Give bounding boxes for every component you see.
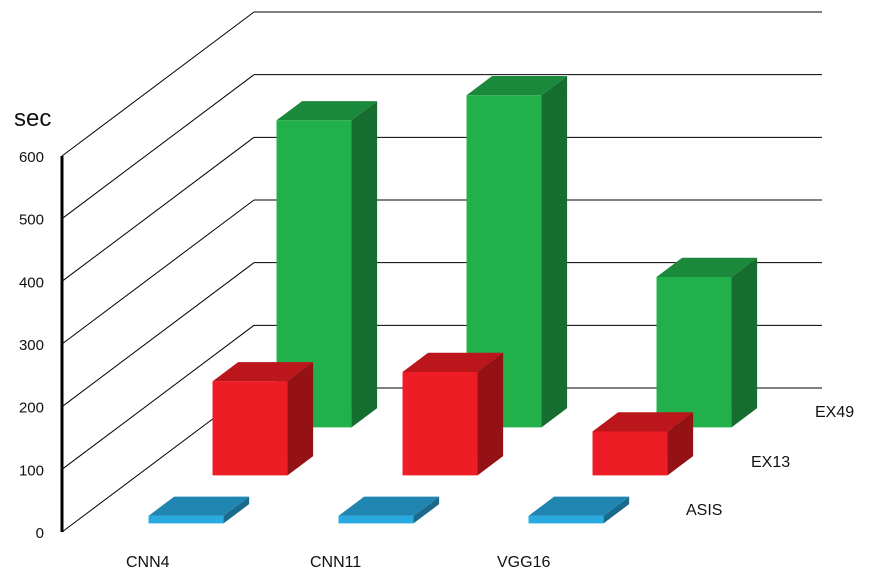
bar-front-face: [212, 381, 288, 476]
y-axis-unit-label: sec: [14, 105, 51, 132]
bar-top-face: [528, 496, 630, 516]
bar-side-face: [603, 496, 630, 524]
bar-ex13-cnn11: [402, 352, 504, 476]
y-tick-label: 0: [36, 525, 44, 542]
gridline-side: [61, 324, 255, 470]
bar-front-face: [338, 515, 414, 524]
bar-front-face: [528, 515, 604, 524]
bar-side-face: [351, 101, 378, 428]
y-tick-label: 100: [19, 462, 44, 479]
bar-ex13-cnn4: [212, 362, 314, 476]
bar-top-face: [276, 101, 378, 121]
bar-top-face: [656, 257, 758, 277]
y-tick-label: 600: [19, 149, 44, 166]
bar-asis-cnn11: [338, 496, 440, 524]
category-label-cnn4: CNN4: [126, 554, 170, 571]
bar-side-face: [223, 496, 250, 524]
series-label-ex49: EX49: [815, 404, 854, 421]
bar-ex49-cnn4: [276, 101, 378, 428]
bars: [148, 76, 758, 524]
bar-asis-cnn4: [148, 496, 250, 524]
labels: sec CNN4 CNN11 VGG16 ASIS EX13 EX49 0 100…: [14, 105, 854, 571]
gridline-side: [61, 136, 255, 282]
bar-top-face: [466, 76, 568, 96]
bar-front-face: [592, 431, 668, 476]
bar-front-face: [466, 95, 542, 428]
series-label-ex13: EX13: [751, 454, 790, 471]
gridline-side: [61, 262, 255, 408]
bar-front-face: [276, 120, 352, 428]
bar-front-face: [148, 515, 224, 524]
y-tick-label: 300: [19, 337, 44, 354]
bar-top-face: [592, 412, 694, 432]
bar-side-face: [667, 412, 694, 476]
bar-ex49-cnn11: [466, 76, 568, 428]
bar-side-face: [413, 496, 440, 524]
gridline-side: [61, 11, 255, 157]
y-tick-label: 200: [19, 400, 44, 417]
bar-asis-vgg16: [528, 496, 630, 524]
bar-side-face: [287, 362, 314, 476]
bar-top-face: [338, 496, 440, 516]
bar-side-face: [541, 76, 568, 428]
bar-top-face: [148, 496, 250, 516]
category-label-vgg16: VGG16: [497, 554, 550, 571]
y-tick-label: 400: [19, 274, 44, 291]
series-label-asis: ASIS: [686, 502, 722, 519]
bar-ex13-vgg16: [592, 412, 694, 476]
bar-front-face: [402, 371, 478, 476]
category-label-cnn11: CNN11: [310, 554, 361, 571]
gridline-side: [61, 74, 255, 220]
gridline-side: [61, 199, 255, 345]
bar-side-face: [731, 257, 758, 428]
bar-front-face: [656, 276, 732, 428]
bar-top-face: [402, 352, 504, 372]
y-tick-label: 500: [19, 212, 44, 229]
bar-top-face: [212, 362, 314, 382]
bar-side-face: [477, 352, 504, 476]
bar-ex49-vgg16: [656, 257, 758, 428]
